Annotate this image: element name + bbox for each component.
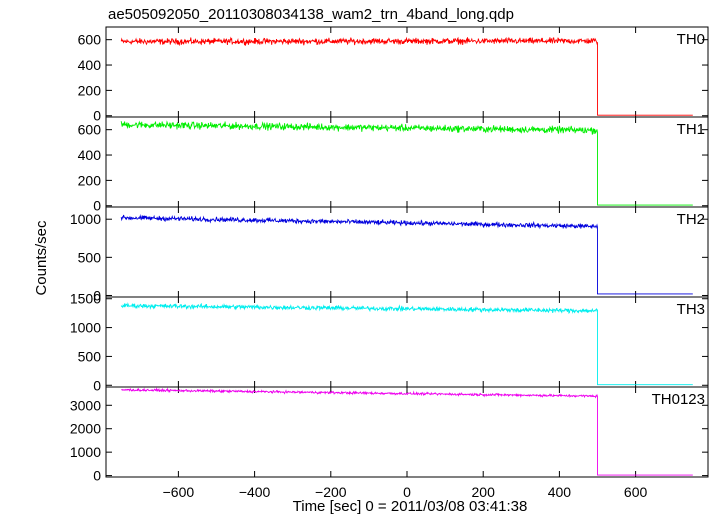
y-axis-label: Counts/sec <box>33 220 50 296</box>
panel-th0123: 0 1000 2000 3000 TH0123 <box>70 386 709 484</box>
y-tick-label: 1000 <box>70 211 101 227</box>
panel-th3: 0 500 1000 1500 TH3 <box>70 291 709 393</box>
x-tick-label: −200 <box>315 484 347 500</box>
y-tick-label: 500 <box>78 249 102 265</box>
y-tick-label: 200 <box>78 82 102 98</box>
y-tick-label: 0 <box>93 468 101 484</box>
series-label: TH2 <box>677 211 705 228</box>
panel-th0: 0 200 400 600 TH0 <box>78 26 709 124</box>
series-line-th2 <box>120 214 693 295</box>
panel-frame <box>105 116 709 208</box>
series-line-th3 <box>120 302 693 386</box>
x-tick-label: 400 <box>548 484 572 500</box>
x-tick-label: 0 <box>403 484 411 500</box>
x-tick-label: 200 <box>472 484 496 500</box>
y-tick-label: 500 <box>78 348 102 364</box>
y-tick-label: 200 <box>78 172 102 188</box>
y-tick-label: 1000 <box>70 444 101 460</box>
series-line-th0123 <box>121 387 693 476</box>
y-tick-label: 0 <box>93 287 101 303</box>
y-tick-label: 1000 <box>70 320 101 336</box>
x-tick-label: −400 <box>239 484 271 500</box>
y-tick-label: 0 <box>93 198 101 214</box>
y-tick-label: 400 <box>78 57 102 73</box>
chart-title: ae505092050_20110308034138_wam2_trn_4ban… <box>108 6 514 23</box>
y-tick-label: 2000 <box>70 421 101 437</box>
y-tick-label: 600 <box>78 32 102 48</box>
series-label: TH1 <box>677 121 705 138</box>
y-tick-label: 400 <box>78 147 102 163</box>
series-line-th0 <box>120 36 693 116</box>
panel-frame <box>105 206 709 298</box>
y-tick-label: 0 <box>93 108 101 124</box>
series-label: TH0 <box>677 31 705 48</box>
series-label: TH0123 <box>652 391 705 408</box>
panel-th2: 0 500 1000 TH2 <box>70 206 709 303</box>
series-label: TH3 <box>677 301 705 318</box>
panel-th1: 0 200 400 600 TH1 <box>78 116 709 214</box>
y-tick-label: 3000 <box>70 397 101 413</box>
panel-frame <box>105 296 709 388</box>
series-line-th1 <box>120 120 693 206</box>
y-tick-label: 0 <box>93 377 101 393</box>
panel-frame <box>105 386 709 478</box>
y-tick-label: 600 <box>78 122 102 138</box>
y-tick-label: 1500 <box>70 291 101 307</box>
x-tick-label: 600 <box>624 484 648 500</box>
x-axis-label: Time [sec] 0 = 2011/03/08 03:41:38 <box>293 498 528 515</box>
x-tick-label: −600 <box>163 484 195 500</box>
